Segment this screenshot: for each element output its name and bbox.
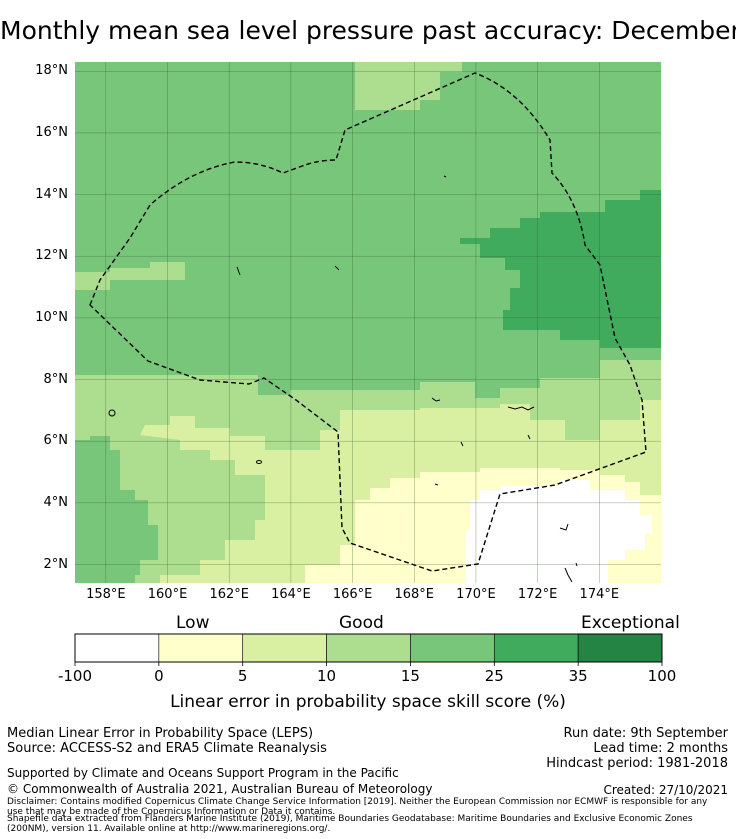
latitude-label: 12°N [35, 248, 68, 264]
longitude-label: 174°E [579, 587, 620, 602]
footer-shapefile-1: Shapefile data extracted from Flanders M… [7, 814, 693, 824]
colorbar-title: Linear error in probability space skill … [170, 692, 566, 712]
footer-lead-time: Lead time: 2 months [593, 741, 728, 756]
field-zone-none [466, 480, 652, 583]
longitude-label: 170°E [456, 587, 496, 602]
field-patch-west [75, 262, 185, 290]
island-outline [575, 562, 578, 567]
skill-field [75, 62, 661, 583]
latitude-label: 2°N [43, 556, 69, 572]
footer-source: Source: ACCESS-S2 and ERA5 Climate Reana… [7, 741, 327, 756]
longitude-label: 162°E [209, 587, 249, 602]
colorbar-segment [493, 633, 579, 663]
eez-boundary [89, 72, 647, 572]
field-patch-north [355, 62, 462, 110]
footer-hindcast: Hindcast period: 1981-2018 [546, 756, 728, 771]
colorbar [74, 633, 663, 666]
colorbar-segment [74, 633, 160, 663]
colorbar-segment [577, 633, 663, 663]
island-outline [431, 397, 441, 402]
colorbar-segment [158, 633, 244, 663]
footer-disclaimer-2: use that may be made of the Copernicus I… [7, 807, 336, 817]
colorbar-category-exceptional: Exceptional [581, 613, 680, 633]
colorbar-segment [242, 633, 327, 663]
island-outline [108, 409, 116, 417]
longitude-label: 172°E [517, 587, 558, 602]
colorbar-frame [74, 633, 663, 663]
island-outline [443, 175, 447, 178]
latitude-label: 18°N [35, 63, 68, 79]
colorbar-tick-label: 15 [400, 667, 420, 685]
latitude-label: 14°N [35, 186, 68, 202]
footer-disclaimer-1: Disclaimer: Contains modified Copernicus… [7, 797, 708, 807]
island-outline [434, 483, 439, 486]
island-outline [460, 441, 464, 447]
island-outline [507, 406, 535, 411]
colorbar-tick-label: 5 [237, 667, 248, 685]
footer-shapefile-2: (200NM), version 11. Available online at… [7, 824, 331, 834]
colorbar-tick-label: 25 [484, 667, 504, 685]
footer-copyright: © Commonwealth of Australia 2021, Austra… [7, 782, 433, 796]
footer-run-date: Run date: 9th September [563, 726, 728, 741]
colorbar-category-low: Low [176, 613, 210, 633]
latitude-label: 4°N [43, 494, 69, 510]
footer-support: Supported by Climate and Oceans Support … [7, 766, 399, 780]
latitude-label: 8°N [43, 371, 69, 387]
field-patch-east-high [460, 190, 661, 348]
longitude-label: 158°E [86, 587, 126, 602]
colorbar-tick-label: 10 [317, 667, 337, 685]
island-outline [334, 265, 340, 271]
colorbar-segment [410, 633, 495, 663]
footer-created: Created: 27/10/2021 [603, 783, 728, 797]
island-outline [256, 460, 262, 464]
longitude-label: 166°E [332, 587, 373, 602]
latitude-label: 6°N [43, 433, 69, 449]
island-outline [559, 523, 569, 531]
latitude-label: 16°N [35, 124, 68, 140]
island-outline [527, 434, 531, 440]
island-outline [236, 266, 241, 276]
page-title: Monthly mean sea level pressure past acc… [0, 16, 736, 45]
colorbar-tick-label: -100 [57, 667, 93, 685]
island-outline [564, 567, 573, 583]
footer-method: Median Linear Error in Probability Space… [7, 726, 314, 741]
colorbar-category-good: Good [339, 613, 384, 633]
longitude-label: 164°E [271, 587, 311, 602]
graticule [75, 62, 661, 583]
colorbar-tick-label: 100 [647, 667, 677, 685]
colorbar-tick-label: 35 [568, 667, 588, 685]
longitude-label: 168°E [394, 587, 435, 602]
islands [108, 175, 578, 583]
colorbar-segment [326, 633, 411, 663]
latitude-label: 10°N [35, 309, 68, 325]
longitude-label: 160°E [147, 587, 188, 602]
field-patch-southwest [75, 436, 158, 583]
colorbar-tick-label: 0 [154, 667, 164, 685]
